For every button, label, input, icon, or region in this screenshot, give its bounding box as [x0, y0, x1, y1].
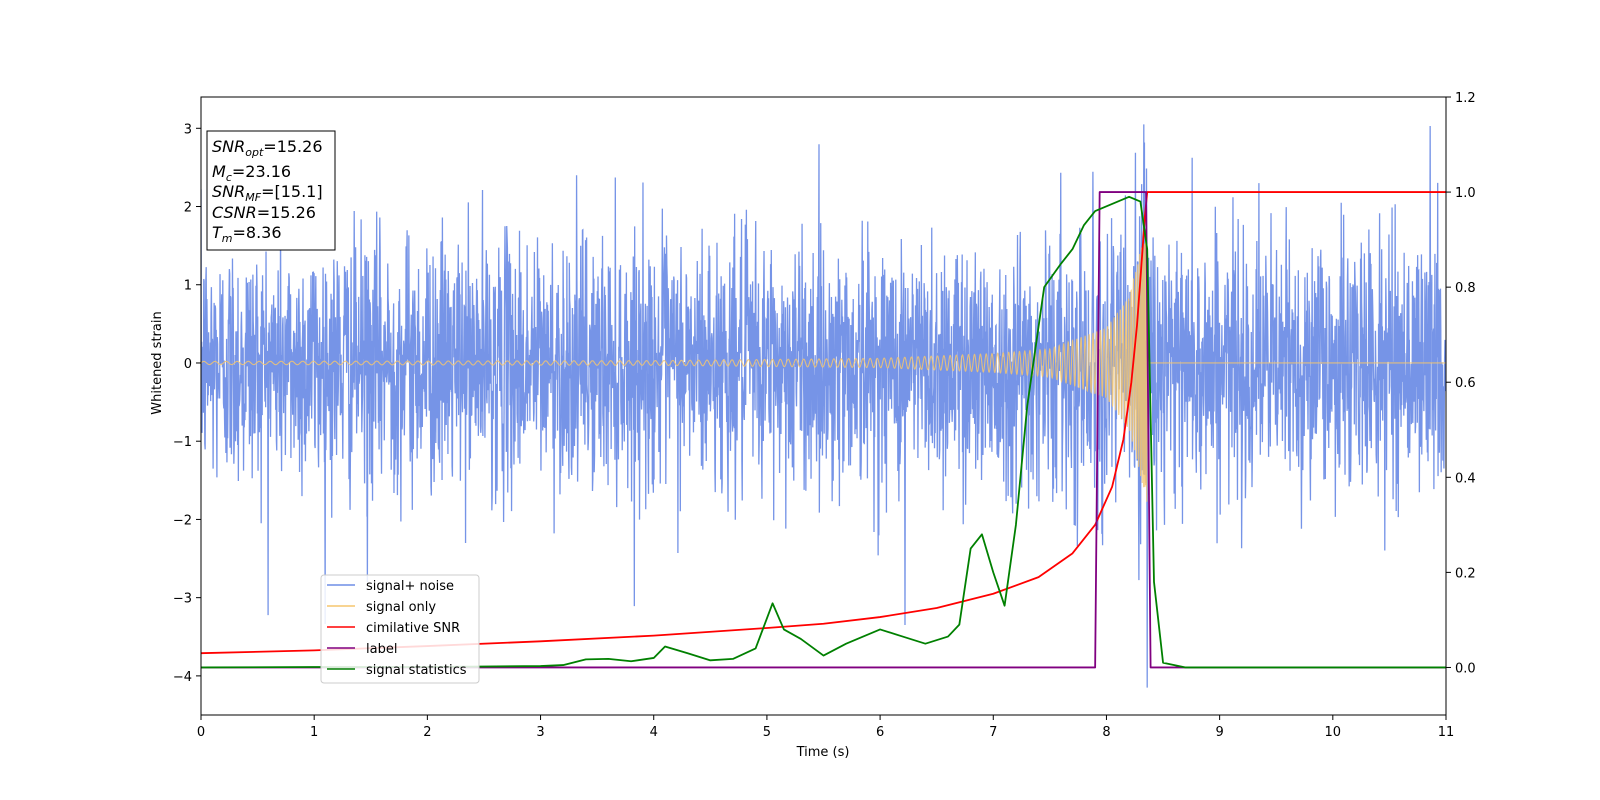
- info-box: SNRopt=15.26 Mc=23.16 SNRMF=[15.1] CSNR=…: [206, 130, 336, 251]
- y-right-tick-label: 0.8: [1455, 281, 1476, 296]
- info-snr-opt: SNRopt=15.26: [212, 137, 323, 159]
- x-axis-label: Time (s): [796, 745, 850, 760]
- x-tick-label: 2: [423, 725, 431, 740]
- x-tick-label: 8: [1102, 725, 1110, 740]
- x-tick-label: 5: [763, 725, 771, 740]
- series-cumulative-snr: [201, 191, 1446, 655]
- legend-label-signal-statistics: signal statistics: [366, 663, 467, 678]
- x-tick-label: 7: [989, 725, 997, 740]
- y-right-tick-label: 0.0: [1455, 661, 1476, 676]
- x-tick-label: 1: [310, 725, 318, 740]
- x-tick-label: 11: [1438, 725, 1455, 740]
- info-csnr: CSNR=15.26: [212, 203, 316, 222]
- legend-label-signal-only: signal only: [366, 600, 436, 615]
- legend-frame: [320, 574, 480, 684]
- x-tick-label: 6: [876, 725, 884, 740]
- y-axis-label: Whitened strain: [150, 311, 165, 414]
- plot-frame: [200, 96, 1447, 716]
- legend-label-signal-noise: signal+ noise: [366, 579, 454, 594]
- info-mc: Mc=23.16: [212, 162, 291, 184]
- x-tick-label: 4: [650, 725, 658, 740]
- series-signal-statistics: [201, 195, 1446, 669]
- y-right-tick-label: 0.4: [1455, 471, 1476, 486]
- y-left-tick-label: 2: [184, 201, 192, 216]
- y-left-tick-label: −4: [173, 670, 192, 685]
- y-right-tick-label: 0.2: [1455, 566, 1476, 581]
- y-left-tick-label: 3: [184, 122, 192, 137]
- y-left-tick-label: −3: [173, 592, 192, 607]
- y-left-tick-label: 0: [184, 357, 192, 372]
- y-left-tick-label: −1: [173, 435, 192, 450]
- series-signal-only: [201, 229, 1446, 502]
- y-right-tick-label: 1.2: [1455, 91, 1476, 106]
- x-tick-label: 9: [1215, 725, 1223, 740]
- legend-label-cumulative-snr: cimilative SNR: [366, 621, 460, 636]
- info-snr-mf: SNRMF=[15.1]: [212, 182, 323, 204]
- info-box-frame: [206, 130, 336, 251]
- x-tick-label: 10: [1325, 725, 1342, 740]
- x-tick-label: 3: [536, 725, 544, 740]
- legend: signal+ noise signal only cimilative SNR…: [320, 574, 480, 684]
- x-tick-label: 0: [197, 725, 205, 740]
- info-tm: Tm=8.36: [212, 223, 282, 245]
- y-left-tick-label: 1: [184, 279, 192, 294]
- y-right-tick-label: 0.6: [1455, 376, 1476, 391]
- legend-label-label: label: [366, 642, 397, 657]
- y-left-tick-label: −2: [173, 513, 192, 528]
- y-right-tick-label: 1.0: [1455, 186, 1476, 201]
